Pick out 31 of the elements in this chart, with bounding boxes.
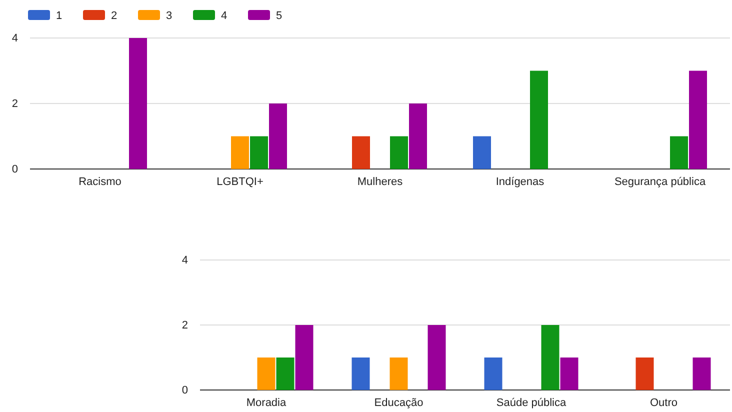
y-tick-label: 0: [182, 384, 188, 397]
bar: [250, 136, 268, 169]
bar: [530, 70, 548, 169]
bar: [409, 104, 427, 169]
x-tick-label: Mulheres: [357, 176, 404, 188]
bar: [231, 136, 249, 169]
x-tick-label: Moradia: [246, 396, 287, 409]
bar: [390, 136, 408, 169]
bar: [269, 104, 287, 169]
y-tick-label: 4: [12, 32, 18, 45]
y-tick-label: 4: [182, 254, 188, 267]
bar: [670, 136, 688, 169]
bar: [352, 136, 370, 169]
x-tick-label: Indígenas: [496, 176, 545, 188]
bar: [689, 70, 707, 169]
x-tick-label: Racismo: [78, 176, 122, 188]
bar: [129, 38, 147, 169]
legend-label: 1: [56, 10, 62, 22]
legend-label: 4: [221, 10, 228, 22]
legend-label: 3: [166, 10, 172, 22]
x-tick-label: Segurança pública: [614, 176, 706, 188]
legend-label: 2: [111, 10, 118, 22]
y-tick-label: 0: [12, 164, 18, 176]
legend-label: 5: [276, 10, 282, 22]
x-tick-label: LGBTQI+: [216, 176, 264, 188]
y-tick-label: 2: [12, 98, 18, 110]
x-tick-label: Outro: [650, 396, 678, 409]
y-tick-label: 2: [182, 320, 188, 332]
x-tick-label: Educação: [374, 396, 424, 409]
bar: [473, 136, 491, 169]
x-tick-label: Saúde pública: [496, 396, 567, 409]
